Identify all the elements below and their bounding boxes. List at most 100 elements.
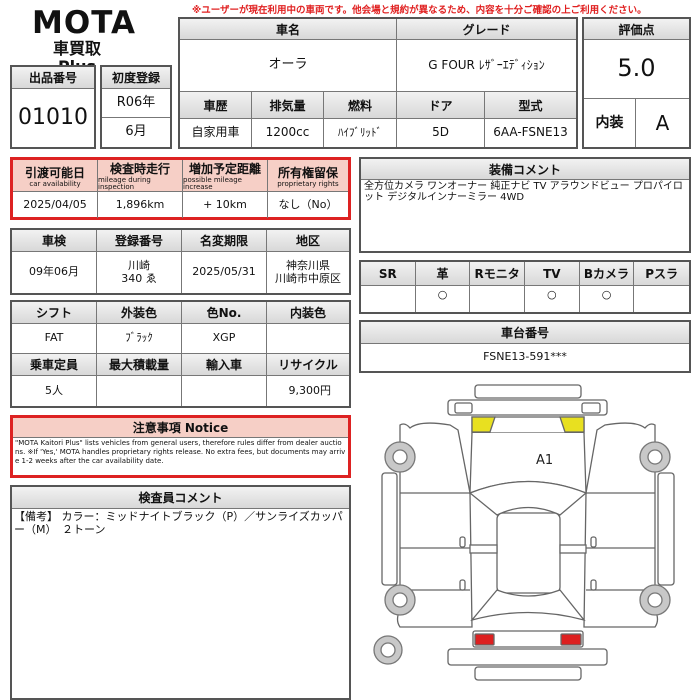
front-right-mark bbox=[559, 416, 585, 433]
interior-color-value bbox=[267, 324, 349, 354]
equipment-comment-title: 装備コメント bbox=[361, 159, 689, 180]
recycle-value: 9,300円 bbox=[288, 383, 332, 397]
chassis-number-label: 車台番号 bbox=[361, 322, 689, 344]
mileage-increase-jp: 増加予定距離 bbox=[188, 162, 261, 176]
rear-bumper bbox=[447, 648, 608, 666]
region-label: 地区 bbox=[267, 230, 349, 252]
vehicle-table: 車名 グレード オーラ G FOUR ﾚｻﾞｰｴﾃﾞｨｼｮﾝ 車歴 排気量 燃料… bbox=[178, 17, 578, 149]
mota-logo: MOTA 車買取 Plus bbox=[32, 5, 136, 76]
proprietary-rights-header: 所有権留保 proprietary rights bbox=[268, 160, 348, 192]
fuel-value: ﾊｲﾌﾞﾘｯﾄﾞ bbox=[324, 119, 397, 147]
option-rear-monitor-value bbox=[470, 286, 525, 312]
mileage-jp: 検査時走行 bbox=[109, 162, 170, 176]
door-label: ドア bbox=[397, 92, 485, 119]
options-table: SR 革 Rモニタ TV Bカメラ Pスラ ○ ○ ○ bbox=[359, 260, 691, 314]
front-bumper bbox=[447, 399, 608, 416]
warning-text: ※ユーザーが現在利用中の車両です。他会場と規約が異なるため、内容を十分ご確認の上… bbox=[192, 5, 647, 16]
proprietary-rights-value: なし（No） bbox=[278, 197, 338, 211]
interior-grade: A bbox=[655, 110, 670, 135]
rear-window bbox=[470, 589, 586, 622]
logo-brand: MOTA bbox=[32, 5, 136, 41]
notice-text: "MOTA Kaitori Plus" lists vehicles from … bbox=[15, 439, 346, 465]
front-bumper-top bbox=[474, 384, 582, 399]
rear-bumper-bottom bbox=[474, 666, 582, 681]
rear-panel bbox=[472, 630, 584, 648]
headlight-left bbox=[454, 402, 473, 414]
grade-label: グレード bbox=[397, 19, 576, 40]
chassis-number-value: FSNE13-591*** bbox=[483, 350, 567, 364]
score-box: 評価点 5.0 内装 A bbox=[582, 17, 691, 149]
lot-number-label: 出品番号 bbox=[12, 67, 94, 89]
score-value: 5.0 bbox=[584, 40, 689, 99]
model-code-value: 6AA-FSNE13 bbox=[493, 125, 568, 140]
side-step-left bbox=[381, 472, 398, 586]
max-load-label: 最大積載量 bbox=[97, 354, 182, 376]
option-sr-value bbox=[361, 286, 416, 312]
import-label: 輸入車 bbox=[182, 354, 267, 376]
car-availability-value: 2025/04/05 bbox=[13, 192, 98, 218]
option-power-slide-value bbox=[634, 286, 689, 312]
interior-color-label: 内装色 bbox=[267, 302, 349, 324]
mileage-increase-header: 増加予定距離 possible mileage increase bbox=[183, 160, 268, 192]
lot-number-value: 01010 bbox=[18, 105, 88, 131]
max-load-value bbox=[97, 376, 182, 406]
history-label: 車歴 bbox=[180, 92, 252, 119]
option-leather-label: 革 bbox=[415, 262, 471, 286]
chassis-number-box: 車台番号 FSNE13-591*** bbox=[359, 320, 691, 373]
inspector-comment-title: 検査員コメント bbox=[12, 487, 349, 509]
capacity-value: 5人 bbox=[12, 376, 97, 406]
headlight-right bbox=[581, 402, 601, 414]
registration-number-value: 川崎 340 ゑ bbox=[97, 252, 182, 293]
score-label: 評価点 bbox=[584, 19, 689, 40]
damage-mark-label: A1 bbox=[536, 453, 553, 468]
first-registration-month: 6月 bbox=[125, 124, 147, 140]
inspection-table: 車検 登録番号 名変期限 地区 09年06月 川崎 340 ゑ 2025/05/… bbox=[10, 228, 351, 295]
registration-number-label: 登録番号 bbox=[97, 230, 182, 252]
option-tv-value: ○ bbox=[525, 286, 580, 312]
spec-table: シフト 外装色 色No. 内装色 FAT ﾌﾞﾗｯｸ XGP 乗車定員 最大積載… bbox=[10, 300, 351, 408]
availability-table: 引渡可能日 car availability 検査時走行 mileage durin… bbox=[10, 157, 351, 220]
car-availability-en: car availability bbox=[29, 179, 81, 188]
proprietary-rights-en: proprietary rights bbox=[277, 179, 339, 188]
notice-box: 注意事項 Notice "MOTA Kaitori Plus" lists ve… bbox=[10, 415, 351, 478]
shift-label: シフト bbox=[12, 302, 97, 324]
car-name-label: 車名 bbox=[180, 19, 397, 40]
exterior-color-value: ﾌﾞﾗｯｸ bbox=[97, 324, 182, 354]
exterior-color-label: 外装色 bbox=[97, 302, 182, 324]
car-availability-jp: 引渡可能日 bbox=[24, 165, 85, 180]
mileage-increase-value: + 10km bbox=[183, 192, 268, 218]
interior-label: 内装 bbox=[584, 99, 636, 147]
displacement-value: 1200cc bbox=[252, 119, 324, 147]
fuel-label: 燃料 bbox=[324, 92, 397, 119]
history-value: 自家用車 bbox=[180, 119, 252, 147]
door-value: 5D bbox=[397, 119, 485, 147]
mileage-increase-en: possible mileage increase bbox=[183, 176, 242, 191]
rear-right-mark bbox=[560, 633, 582, 646]
mileage-en: mileage during inspection bbox=[98, 176, 151, 191]
side-step-right bbox=[657, 472, 675, 586]
first-registration-box: 初度登録 R06年 6月 bbox=[100, 65, 172, 149]
model-code-label: 型式 bbox=[485, 92, 576, 119]
recycle-label: リサイクル bbox=[267, 354, 349, 376]
car-damage-diagram: A1 bbox=[373, 384, 675, 681]
option-back-camera-value: ○ bbox=[580, 286, 635, 312]
car-availability-header: 引渡可能日 car availability bbox=[13, 160, 98, 192]
roof bbox=[496, 512, 561, 594]
windshield bbox=[468, 480, 588, 516]
mileage-header: 検査時走行 mileage during inspection bbox=[98, 160, 183, 192]
option-rear-monitor-label: Rモニタ bbox=[470, 262, 525, 286]
color-number-value: XGP bbox=[182, 324, 267, 354]
option-sr-label: SR bbox=[361, 262, 416, 286]
equipment-comment-text: 全方位カメラ ワンオーナー 純正ナビ TV アラウンドビュー プロパイロット デ… bbox=[364, 181, 683, 203]
body-left bbox=[396, 422, 473, 628]
first-registration-label: 初度登録 bbox=[102, 67, 170, 89]
rear-left-mark bbox=[474, 633, 495, 646]
color-number-label: 色No. bbox=[182, 302, 267, 324]
inspector-comment-text: 【備考】 カラー：ミッドナイトブラック（P）／サンライズカッパー（M） ２トーン bbox=[14, 510, 343, 536]
region-value: 神奈川県 川崎市中原区 bbox=[275, 258, 341, 285]
equipment-comment-box: 装備コメント 全方位カメラ ワンオーナー 純正ナビ TV アラウンドビュー プロ… bbox=[359, 157, 691, 253]
notice-title: 注意事項 Notice bbox=[13, 418, 348, 438]
name-change-deadline-label: 名変期限 bbox=[182, 230, 267, 252]
proprietary-rights-jp: 所有権留保 bbox=[277, 165, 338, 180]
shaken-label: 車検 bbox=[12, 230, 97, 252]
